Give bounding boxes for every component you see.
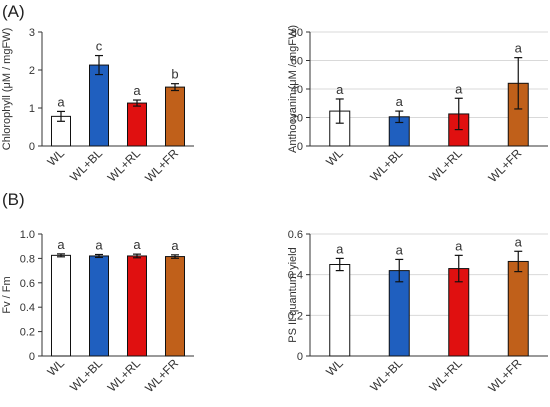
y-axis-label: Chlorophyll (μM / mgFW) [1,28,13,150]
bar [388,270,410,357]
category-label: WL+FR [142,146,181,185]
significance-letter: a [57,94,65,109]
y-tick-label: 80 [291,27,303,39]
bar [127,255,147,357]
category-label: WL+FR [142,356,181,395]
significance-letter: a [396,242,404,257]
category-label: WL+RL [105,146,144,185]
panel-label-a: (A) [2,2,25,21]
y-axis-label: Anthocyanin (μM / mgFW) [287,25,299,153]
significance-letter: a [515,41,523,56]
y-tick-label: 2 [29,65,35,77]
category-label: WL [323,356,346,379]
significance-letter: a [336,241,344,256]
significance-letter: a [133,237,141,252]
bar [89,64,109,147]
category-label: WL [44,356,67,379]
significance-letter: a [171,238,179,253]
category-label: WL [44,146,67,169]
y-tick-label: 20 [291,113,303,125]
y-tick-label: 0.8 [20,253,35,265]
ps2-yield-chart: 0 0.2 0.4 0.6 PS II quantum yield a WL a WL+BL a W… [287,229,548,395]
y-tick-label: 0.6 [288,229,303,241]
y-tick-label: 0.6 [20,278,35,290]
category-label: WL+BL [367,356,405,394]
panel-label-b: (B) [2,190,25,209]
bar [89,255,109,357]
category-label: WL+FR [485,356,524,395]
category-label: WL+BL [67,356,105,394]
y-tick-label: 0.4 [288,270,303,282]
category-label: WL+BL [367,146,405,184]
y-axis-label: Fv / Fm [1,276,13,313]
fvfm-chart: 0 0.2 0.4 0.6 0.8 1.0 Fv / Fm a WL a WL+BL a WL+RL a W… [1,229,194,395]
bar [165,86,185,147]
significance-letter: a [515,234,523,249]
category-label: WL+BL [67,146,105,184]
y-tick-label: 0.2 [288,310,303,322]
significance-letter: a [455,238,463,253]
significance-letter: c [96,39,103,54]
significance-letter: a [336,82,344,97]
y-tick-label: 1.0 [20,229,35,241]
significance-letter: a [95,237,103,252]
category-label: WL+RL [426,146,465,185]
y-tick-label: 0 [297,351,303,363]
significance-letter: a [396,94,404,109]
category-label: WL+FR [485,146,524,185]
y-tick-label: 60 [291,56,303,68]
bar [127,102,147,147]
significance-letter: a [133,83,141,98]
significance-letter: a [57,237,65,252]
category-label: WL+RL [426,356,465,395]
y-tick-label: 1 [29,103,35,115]
y-tick-label: 3 [29,27,35,39]
y-tick-label: 0.2 [20,327,35,339]
chlorophyll-chart: 0 1 2 3 Chlorophyll (μM / mgFW) a WL c WL+BL a WL+… [1,27,194,185]
y-tick-label: 0.4 [20,302,35,314]
significance-letter: b [171,67,178,82]
bar [507,260,529,357]
significance-letter: a [455,81,463,96]
y-tick-label: 0 [297,141,303,153]
category-label: WL+RL [105,356,144,395]
bar [51,254,71,357]
bar [329,264,351,357]
y-tick-label: 40 [291,84,303,96]
y-tick-label: 0 [29,141,35,153]
y-axis-label: PS II quantum yield [287,247,299,342]
bar [165,256,185,357]
y-tick-label: 0 [29,351,35,363]
category-label: WL [323,146,346,169]
